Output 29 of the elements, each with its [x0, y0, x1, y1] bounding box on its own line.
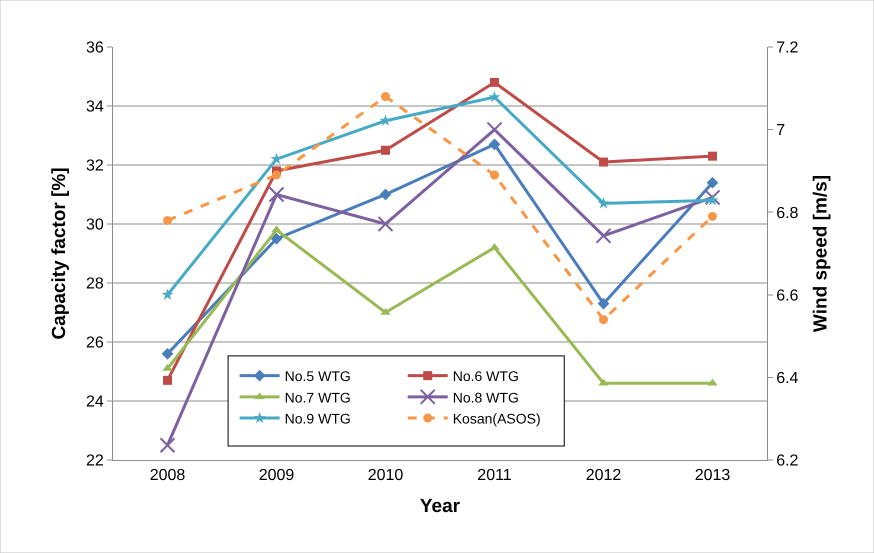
- y-tick-label: 36: [86, 40, 104, 57]
- y-tick-label: 28: [86, 276, 104, 293]
- y-axis-title: Capacity factor [%]: [48, 167, 70, 340]
- x-tick-label: 2009: [258, 467, 294, 484]
- y-tick-label: 30: [86, 216, 104, 234]
- legend-label: No.9 WTG: [284, 410, 351, 427]
- legend-label: No.7 WTG: [284, 389, 351, 406]
- y2-tick-label: 6.8: [776, 204, 799, 222]
- y-tick-label: 26: [86, 334, 104, 352]
- y2-axis-title: Wind speed [m/s]: [810, 174, 832, 332]
- legend-label: No.6 WTG: [452, 368, 519, 384]
- x-tick-label: 2012: [586, 467, 622, 484]
- y-tick-label: 22: [86, 452, 104, 470]
- x-tick-label: 2010: [368, 467, 404, 484]
- y-tick-label: 34: [86, 98, 104, 116]
- y-tick-label: 24: [86, 394, 104, 411]
- legend-label: No.8 WTG: [452, 389, 519, 406]
- y2-tick-label: 6.2: [776, 452, 799, 470]
- x-tick-label: 2011: [477, 467, 512, 484]
- y2-tick-label: 6.6: [776, 287, 799, 304]
- x-tick-label: 2013: [694, 467, 730, 484]
- legend-label: No.5 WTG: [284, 368, 351, 384]
- y2-tick-label: 6.4: [776, 370, 799, 387]
- y2-tick-label: 7.2: [776, 40, 799, 57]
- legend-label: Kosan(ASOS): [452, 410, 541, 427]
- y2-tick-label: 7: [776, 122, 786, 140]
- y-tick-label: 32: [86, 158, 104, 175]
- x-axis-title: Year: [420, 496, 461, 517]
- x-tick-label: 2008: [150, 467, 186, 484]
